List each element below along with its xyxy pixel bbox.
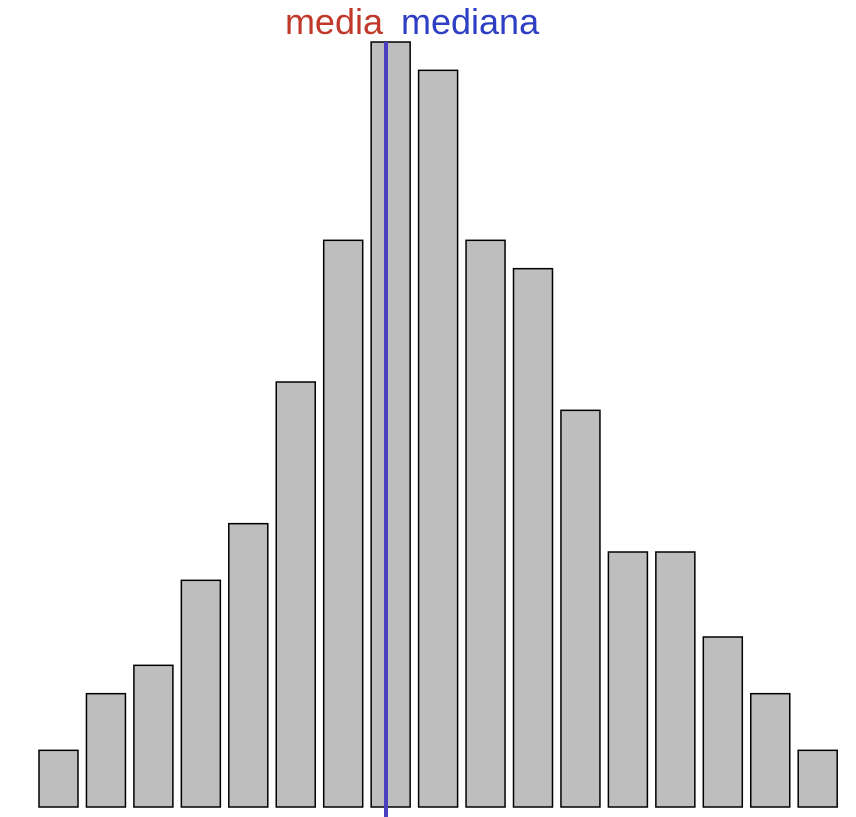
- histogram-bar: [370, 41, 411, 808]
- histogram-bar: [322, 239, 364, 808]
- histogram-bar: [133, 664, 174, 808]
- histogram-bar: [465, 239, 506, 808]
- media-label: media: [285, 1, 384, 42]
- histogram-bar: [275, 381, 316, 808]
- histogram-bar: [655, 551, 696, 808]
- histogram-bar: [560, 409, 601, 808]
- histogram-bar: [702, 636, 744, 808]
- histogram-bar: [38, 749, 79, 808]
- bars-group: [38, 41, 838, 808]
- histogram-bar: [228, 522, 269, 808]
- mediana-label: mediana: [401, 1, 540, 42]
- histogram-bar: [797, 749, 838, 808]
- histogram-bar: [607, 551, 649, 808]
- histogram-bar: [180, 579, 222, 808]
- histogram-bar: [417, 69, 459, 808]
- histogram-bar: [512, 267, 554, 808]
- histogram-bar: [85, 692, 127, 808]
- histogram-bar: [750, 692, 791, 808]
